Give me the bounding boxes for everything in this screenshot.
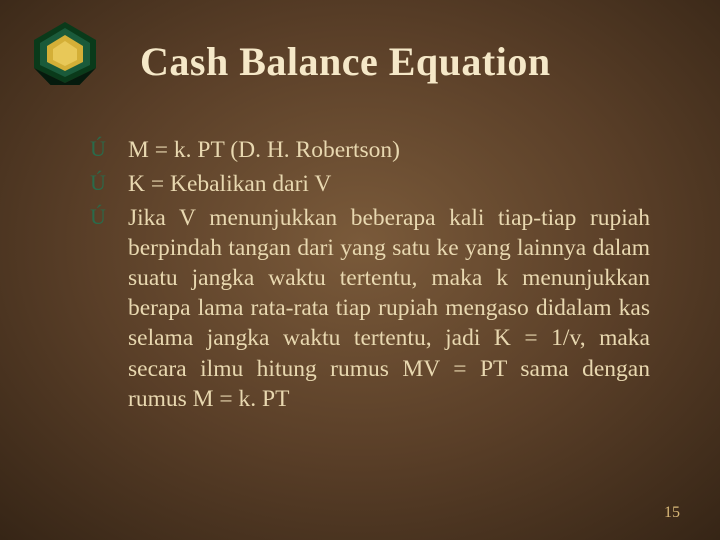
presentation-slide: Cash Balance Equation Ú M = k. PT (D. H.… — [0, 0, 720, 540]
bullet-text: M = k. PT (D. H. Robertson) — [128, 135, 650, 165]
slide-number: 15 — [664, 504, 680, 522]
bullet-text: K = Kebalikan dari V — [128, 169, 650, 199]
bullet-item: Ú Jika V menunjukkan beberapa kali tiap-… — [90, 203, 650, 414]
checkmark-icon: Ú — [90, 169, 128, 199]
checkmark-icon: Ú — [90, 203, 128, 414]
checkmark-icon: Ú — [90, 135, 128, 165]
bullet-item: Ú M = k. PT (D. H. Robertson) — [90, 135, 650, 165]
slide-content: Ú M = k. PT (D. H. Robertson) Ú K = Keba… — [90, 135, 650, 414]
slide-logo — [30, 20, 100, 85]
bullet-item: Ú K = Kebalikan dari V — [90, 169, 650, 199]
slide-title: Cash Balance Equation — [140, 38, 660, 85]
bullet-text: Jika V menunjukkan beberapa kali tiap-ti… — [128, 203, 650, 414]
